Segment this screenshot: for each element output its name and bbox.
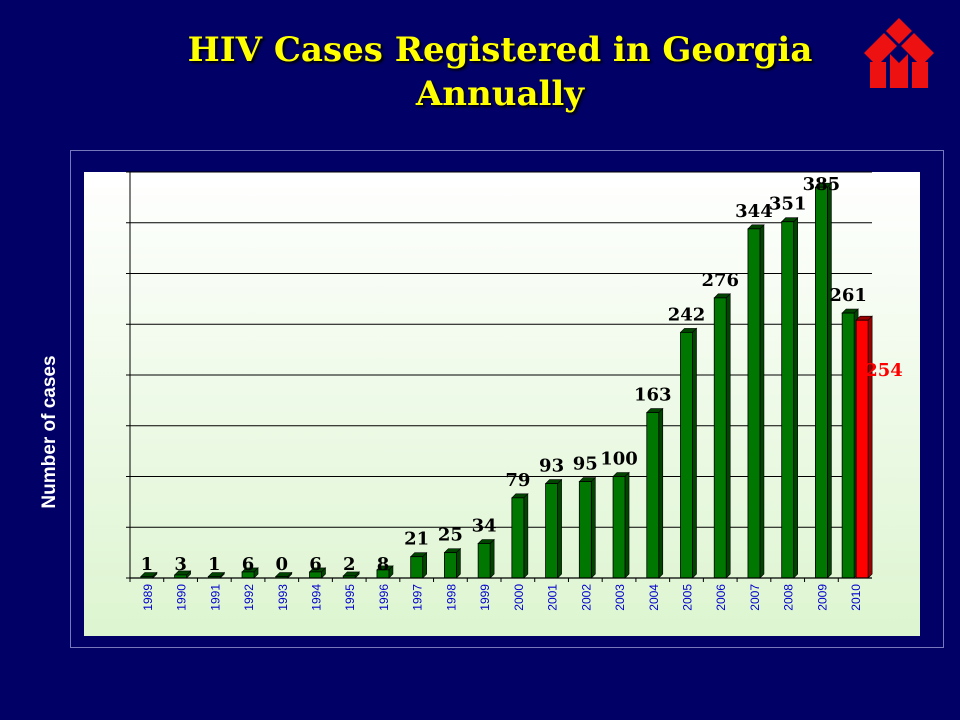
data-label-1993: 0	[276, 554, 289, 575]
x-tick-label-1998: 1998	[444, 584, 458, 611]
data-label-1989: 1	[141, 554, 154, 575]
bar-2001-side	[557, 478, 562, 579]
x-tick-label-2002: 2002	[579, 584, 593, 611]
data-label-1990: 3	[174, 554, 187, 575]
x-tick-label-2009: 2009	[815, 584, 829, 611]
x-tick-label-2003: 2003	[613, 584, 627, 611]
chart-frame	[70, 150, 944, 648]
data-label-2001: 93	[539, 456, 564, 477]
bar-1999-side	[489, 538, 495, 579]
x-tick-label-2010: 2010	[849, 584, 863, 611]
bar-2005-side	[692, 327, 697, 579]
x-tick-label-1996: 1996	[377, 584, 391, 611]
data-label-2010: 261	[829, 285, 867, 306]
bar-2006-side	[725, 293, 731, 579]
data-label-1998: 25	[438, 525, 463, 546]
slide-title: HIV Cases Registered in Georgia Annually	[130, 28, 870, 116]
bar-2008-side	[793, 217, 798, 579]
bar-1997	[410, 556, 424, 579]
bar-2005	[680, 331, 693, 579]
x-tick-label-1999: 1999	[478, 584, 492, 611]
bar-2010-red	[855, 319, 869, 579]
x-tick-label-1989: 1989	[141, 584, 155, 611]
bar-2000-side	[523, 493, 529, 579]
bar-2010-red-side	[867, 315, 873, 579]
bar-2009	[815, 186, 828, 579]
title-line-1: HIV Cases Registered in Georgia	[187, 30, 813, 70]
data-label-2008: 351	[769, 194, 807, 215]
bar-2003-side	[624, 471, 630, 579]
x-tick-label-2000: 2000	[512, 584, 526, 611]
bar-2008	[781, 221, 795, 579]
bar-1999	[477, 543, 491, 579]
data-label-2000: 79	[505, 470, 530, 491]
bar-2006	[713, 297, 727, 579]
x-tick-label-1990: 1990	[175, 584, 189, 611]
data-label-2005: 242	[668, 304, 706, 325]
data-label-2003: 100	[600, 449, 638, 470]
bar-1998	[444, 552, 457, 579]
data-label-2006: 276	[701, 270, 739, 291]
data-label-2009: 385	[803, 174, 841, 195]
plot-area	[84, 172, 920, 636]
bar-2007-side	[759, 224, 765, 579]
title-line-2: Annually	[415, 74, 585, 114]
x-tick-label-2005: 2005	[681, 584, 695, 611]
x-tick-label-1994: 1994	[310, 584, 324, 611]
x-tick-label-2008: 2008	[782, 584, 796, 611]
data-label-1999: 34	[472, 515, 497, 536]
red-house-emblem-icon	[864, 18, 934, 88]
bar-2002	[578, 481, 592, 579]
data-label-2002: 95	[573, 454, 598, 475]
bar-1997-side	[422, 551, 427, 579]
bar-2004	[646, 412, 660, 579]
data-label-2007: 344	[735, 201, 773, 222]
data-label-1996: 8	[377, 554, 390, 575]
bar-2007	[747, 228, 761, 579]
bar-2000	[511, 497, 525, 579]
data-label-1992: 6	[242, 554, 255, 575]
data-label-1994: 6	[309, 554, 322, 575]
data-label-1991: 1	[208, 554, 221, 575]
x-tick-label-2004: 2004	[647, 584, 661, 611]
x-tick-label-2001: 2001	[546, 584, 560, 611]
x-tick-label-1993: 1993	[276, 584, 290, 611]
bar-2009-side	[827, 182, 832, 579]
bar-2002-side	[591, 476, 596, 579]
bar-2003	[612, 476, 626, 579]
bar-2010	[841, 312, 855, 579]
bar-2004-side	[658, 407, 664, 579]
x-tick-label-2006: 2006	[714, 584, 728, 611]
bar-2001	[545, 483, 558, 579]
data-label-1997: 21	[404, 529, 429, 550]
x-tick-label-1992: 1992	[242, 584, 256, 611]
data-label-1995: 2	[343, 554, 356, 575]
x-tick-label-1991: 1991	[208, 584, 222, 611]
data-label-2004: 163	[634, 385, 672, 406]
x-tick-label-1995: 1995	[343, 584, 357, 611]
bar-1998-side	[456, 547, 461, 579]
x-tick-label-1997: 1997	[411, 584, 425, 611]
data-label-2010-red: 254	[865, 360, 903, 381]
x-tick-label-2007: 2007	[748, 584, 762, 611]
